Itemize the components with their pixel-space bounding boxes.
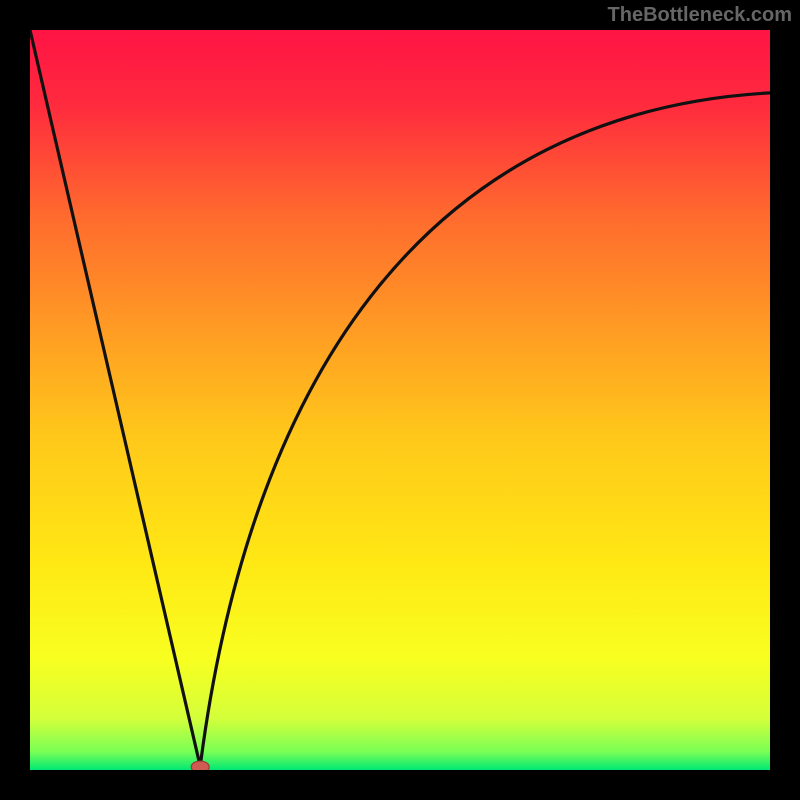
plot-area: [30, 30, 770, 770]
minimum-marker: [191, 761, 209, 770]
gradient-background: [30, 30, 770, 770]
chart-container: TheBottleneck.com: [0, 0, 800, 800]
watermark-text: TheBottleneck.com: [608, 4, 792, 27]
plot-svg: [30, 30, 770, 770]
